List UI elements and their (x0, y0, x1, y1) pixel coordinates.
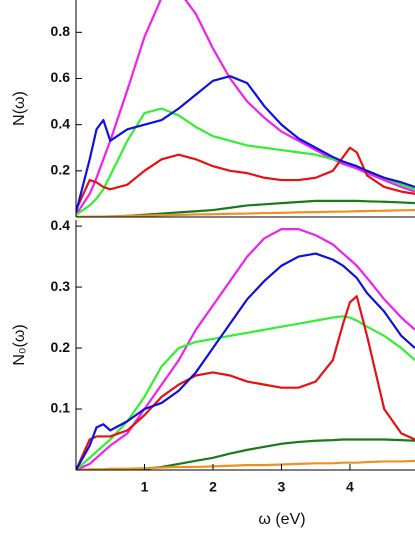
x-tick-label: 2 (209, 479, 217, 495)
x-tick-label: 1 (141, 479, 149, 495)
y-tick-label: 0.1 (51, 400, 71, 416)
series-line (76, 438, 415, 470)
series-line (76, 252, 415, 470)
series-line (76, 75, 415, 213)
y-tick-label: 0.8 (51, 23, 71, 39)
series-line (76, 199, 415, 217)
y-axis-label: N₀(ω) (11, 324, 28, 365)
x-tick-label: 3 (278, 479, 286, 495)
x-axis-label: ω (eV) (258, 511, 305, 528)
y-tick-label: 0.3 (51, 278, 71, 294)
series-line (76, 146, 415, 211)
plot-area (76, 0, 415, 217)
x-tick-label: 4 (346, 479, 354, 495)
y-tick-label: 0.4 (51, 217, 71, 233)
series-line (76, 228, 415, 470)
y-tick-label: 0.4 (51, 115, 71, 131)
series-line (76, 107, 415, 216)
series-line (76, 0, 415, 216)
y-tick-label: 0.2 (51, 339, 71, 355)
series-line (76, 295, 415, 470)
series-line (76, 459, 415, 470)
series-line (76, 315, 415, 470)
plot-area (76, 228, 415, 470)
y-tick-label: 0.6 (51, 69, 71, 85)
series-line (76, 208, 415, 217)
y-tick-label: 0.2 (51, 162, 71, 178)
y-axis-label: N(ω) (11, 91, 28, 126)
